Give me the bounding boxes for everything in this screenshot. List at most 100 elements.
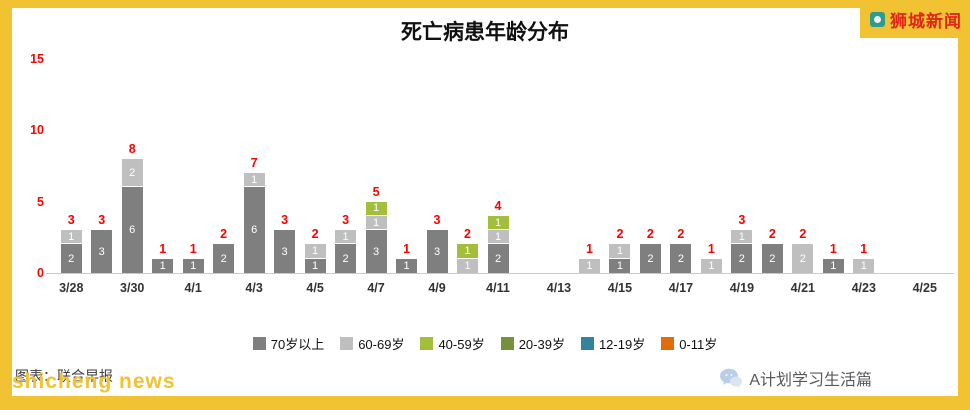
- bar-segment: 1: [365, 201, 387, 216]
- bar-4-2: 2: [213, 244, 235, 273]
- bar-segment: 6: [243, 187, 265, 273]
- bar-segment: 1: [60, 230, 82, 245]
- x-tick-label: 4/9: [428, 281, 446, 295]
- y-tick-label: 5: [37, 194, 44, 209]
- bar-total-label: 1: [860, 241, 868, 256]
- bar-4-17: 2: [670, 244, 692, 273]
- bar-total-label: 1: [159, 241, 167, 256]
- bar-segment: 2: [670, 244, 692, 273]
- x-tick-label: 3/28: [59, 281, 84, 295]
- bar-segment: 1: [731, 230, 753, 245]
- bar-segment: 6: [121, 187, 143, 273]
- x-axis-line: [46, 273, 954, 274]
- bar-4-16: 2: [639, 244, 661, 273]
- legend-item: 0-11岁: [661, 334, 717, 353]
- legend-label: 60-69岁: [358, 337, 405, 352]
- bar-segment: 1: [487, 230, 509, 245]
- chart-title: 死亡病患年龄分布: [401, 21, 569, 44]
- bar-segment: 3: [426, 230, 448, 273]
- bar-segment: 2: [213, 244, 235, 273]
- bar-total-label: 3: [281, 213, 289, 228]
- bar-4-22: 1: [822, 258, 844, 273]
- bar-total-label: 2: [646, 227, 654, 242]
- chart-card: 死亡病患年龄分布 0 5 10 15 3/28 3/30 4/1 4/3 4/5 4/7 4/9 4…: [12, 8, 958, 396]
- y-axis: 0 5 10 15: [12, 52, 50, 280]
- bar-3-31: 1: [152, 258, 174, 273]
- bar-total-label: 1: [707, 241, 715, 256]
- bar-total-label: 2: [677, 227, 685, 242]
- bar-segment: 1: [700, 258, 722, 273]
- legend-item: 70岁以上: [252, 334, 325, 353]
- bar-segment: 1: [182, 258, 204, 273]
- legend-swatch: [661, 337, 675, 350]
- bar-total-label: 1: [585, 241, 593, 256]
- legend-swatch: [420, 337, 434, 350]
- bar-total-label: 2: [311, 227, 319, 242]
- x-tick-label: 4/21: [790, 281, 815, 295]
- bar-segment: 2: [792, 244, 814, 273]
- legend-item: 60-69岁: [340, 334, 404, 353]
- bar-4-1: 1: [182, 258, 204, 273]
- bar-segment: 1: [457, 244, 479, 259]
- bar-total-label: 3: [342, 213, 350, 228]
- bar-segment: 2: [487, 244, 509, 273]
- bar-total-label: 2: [768, 227, 776, 242]
- bar-segment: 1: [457, 258, 479, 273]
- brand-name: 狮城新闻: [890, 11, 962, 31]
- x-tick-label: 4/11: [486, 281, 510, 295]
- watermark: shicheng news: [12, 370, 176, 393]
- x-tick-label: 4/5: [306, 281, 324, 295]
- bar-total-label: 8: [128, 141, 136, 156]
- legend-item: 12-19岁: [580, 334, 646, 353]
- bar-total-label: 1: [829, 241, 837, 256]
- bar-total-label: 3: [433, 213, 441, 228]
- x-tick-label: 4/15: [607, 281, 633, 295]
- legend-label: 0-11岁: [679, 337, 718, 352]
- bar-total-label: 2: [220, 227, 228, 242]
- y-tick-label: 0: [37, 266, 44, 280]
- x-tick-label: 4/13: [546, 281, 572, 295]
- bar-segment: 2: [335, 244, 357, 273]
- legend-swatch: [340, 337, 354, 350]
- bar-total-label: 4: [494, 198, 502, 213]
- bar-total-label: 7: [250, 156, 258, 171]
- legend-label: 70岁以上: [270, 337, 325, 352]
- bar-total-label: 3: [738, 213, 746, 228]
- plot-area: 3/28 3/30 4/1 4/3 4/5 4/7 4/9 4/11 4/13 4/15 4/17 4…: [46, 60, 954, 295]
- bar-4-4: 3: [274, 230, 296, 273]
- x-tick-label: 4/1: [184, 281, 202, 295]
- legend-swatch: [252, 337, 266, 350]
- bar-segment: 2: [121, 158, 143, 188]
- bar-segment: 1: [822, 258, 844, 273]
- y-tick-label: 10: [30, 123, 44, 138]
- bar-total-label: 3: [98, 213, 106, 228]
- bar-segment: 1: [609, 258, 631, 273]
- legend-item: 20-39岁: [500, 334, 565, 353]
- bar-segment: 1: [609, 244, 631, 259]
- x-tick-label: 4/3: [245, 281, 263, 295]
- bar-4-20: 2: [761, 244, 783, 273]
- bar-segment: 2: [60, 244, 82, 273]
- bar-segment: 1: [396, 258, 418, 273]
- bar-segment: 3: [274, 230, 296, 273]
- bar-total-label: 2: [464, 227, 471, 242]
- bar-segment: 1: [335, 230, 357, 245]
- x-tick-label: 4/23: [851, 281, 876, 295]
- legend-label: 12-19岁: [598, 337, 646, 352]
- x-tick-label: 4/7: [367, 281, 385, 295]
- bar-total-label: 2: [616, 227, 624, 242]
- bar-segment: 2: [731, 244, 753, 273]
- bar-segment: 1: [304, 244, 326, 259]
- legend-swatch: [580, 337, 594, 350]
- bar-segment: 1: [578, 258, 600, 273]
- bar-4-18: 1: [700, 258, 722, 273]
- footer-label: A计划学习生活篇: [749, 372, 872, 389]
- bar-segment: 2: [761, 244, 783, 273]
